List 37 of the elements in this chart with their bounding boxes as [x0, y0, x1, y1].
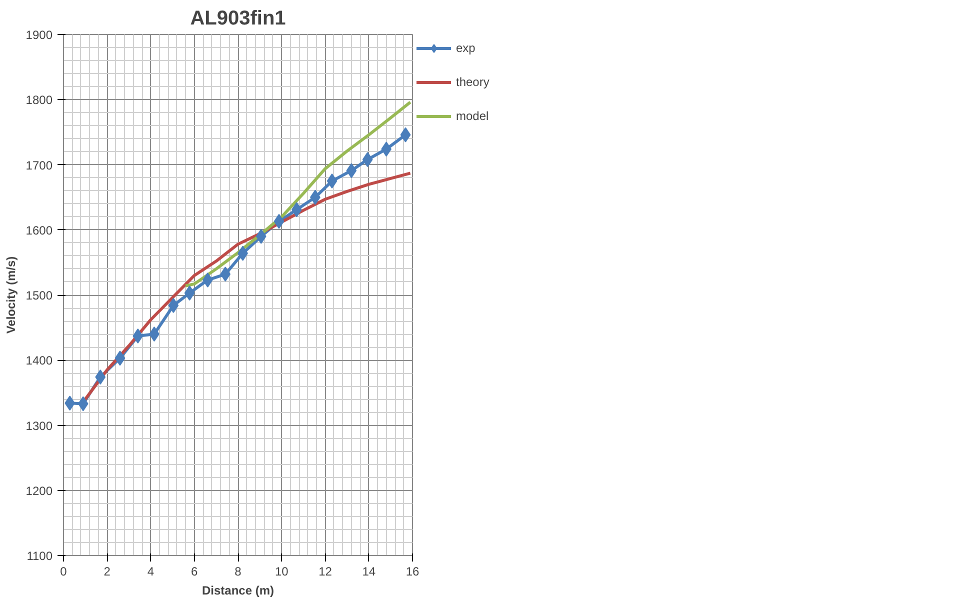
- y-tick-label: 1800: [26, 93, 53, 108]
- y-tick-label: 1700: [26, 158, 53, 172]
- x-tick-label: 14: [362, 564, 376, 578]
- x-tick-label: 10: [274, 564, 289, 578]
- x-tick-label: 6: [191, 564, 198, 578]
- legend-label: exp: [456, 41, 476, 55]
- point: [132, 328, 144, 344]
- point: [78, 396, 88, 412]
- chart-title: AL903fin1: [190, 8, 286, 30]
- y-tick-label: 1500: [26, 288, 53, 302]
- point: [256, 228, 266, 244]
- x-axis-title: Distance (m): [202, 584, 274, 598]
- point: [346, 163, 357, 178]
- y-axis-title: Velocity (m/s): [4, 256, 18, 334]
- x-tick-label: 2: [104, 564, 111, 578]
- x-tick-label: 4: [147, 564, 154, 578]
- x-tick-label: 8: [234, 564, 242, 578]
- y-tick-label: 1300: [26, 418, 53, 433]
- point: [114, 350, 126, 366]
- y-tick-label: 1900: [26, 28, 53, 42]
- point: [220, 266, 231, 282]
- point: [274, 214, 284, 229]
- x-tick-label: 16: [406, 564, 420, 578]
- point: [362, 152, 373, 168]
- point: [95, 370, 106, 385]
- legend-label: model: [456, 109, 490, 123]
- y-tick-label: 1600: [26, 223, 53, 238]
- x-tick-label: 12: [318, 564, 332, 578]
- y-tick-label: 1200: [26, 484, 53, 498]
- point: [326, 174, 338, 189]
- y-tick-label: 1400: [26, 354, 53, 368]
- legend-label: theory: [456, 75, 490, 89]
- point: [184, 286, 195, 301]
- point: [400, 127, 411, 142]
- y-tick-label: 1100: [26, 549, 53, 563]
- point: [168, 298, 179, 313]
- x-tick-label: 0: [60, 564, 68, 578]
